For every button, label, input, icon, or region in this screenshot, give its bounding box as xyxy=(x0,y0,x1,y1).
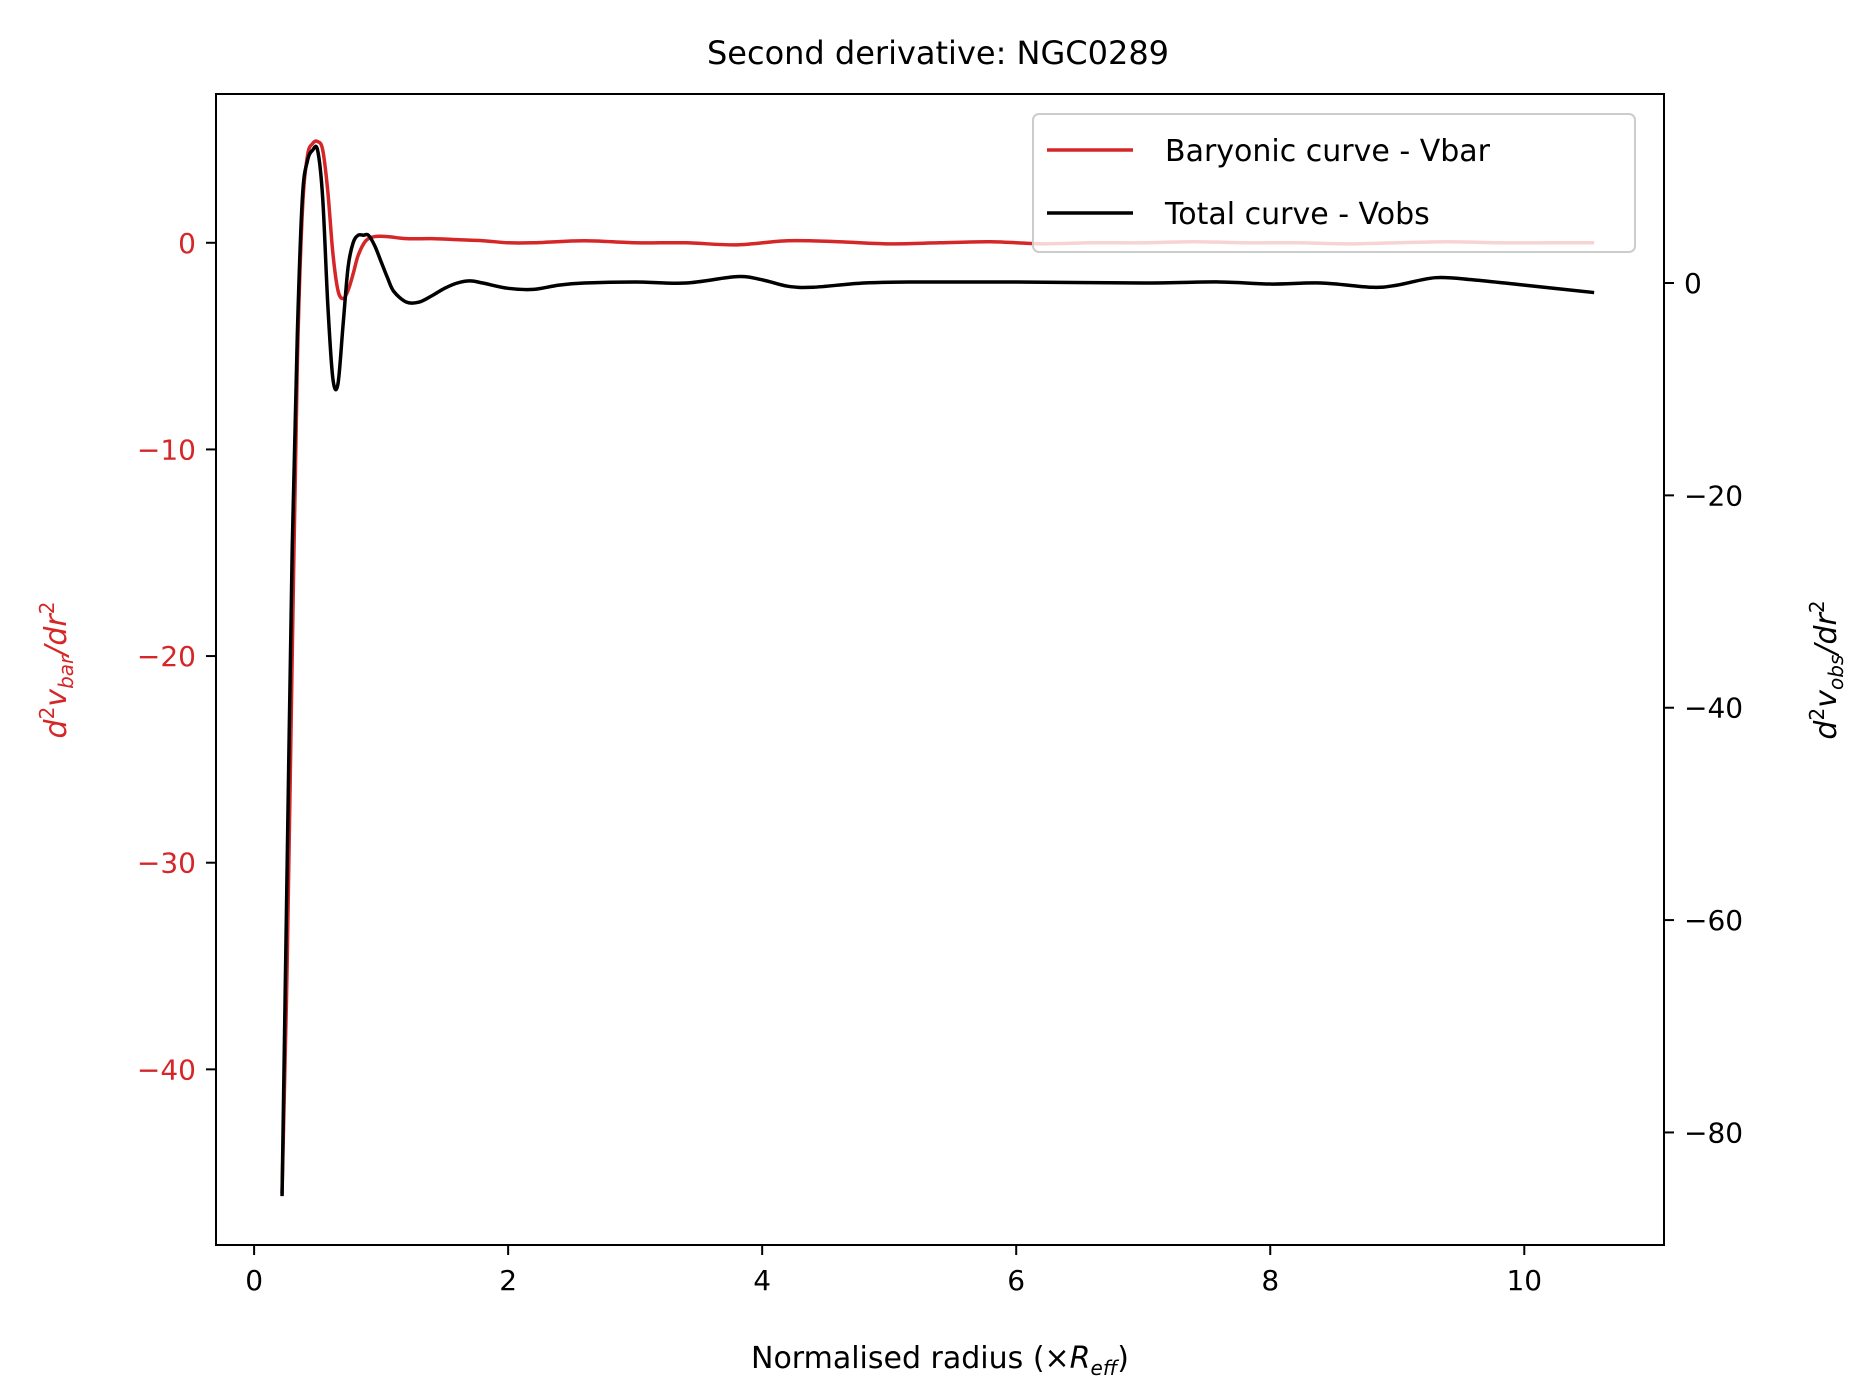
x-axis: 0 2 4 6 8 10 xyxy=(245,1245,1542,1297)
y-axis-left: 0 −10 −20 −30 −40 xyxy=(137,227,216,1086)
x-tick-label: 2 xyxy=(499,1264,517,1297)
y-right-tick-label: −20 xyxy=(1684,479,1743,512)
x-axis-label-close: ) xyxy=(1117,1341,1129,1376)
y-right-tick-label: −80 xyxy=(1684,1116,1743,1149)
y-left-label-var: v xyxy=(39,688,74,707)
legend-box xyxy=(1032,113,1636,253)
y-left-label-sup: 2 xyxy=(35,707,59,720)
plot-frame xyxy=(215,93,1665,1246)
y-axis-right: 0 −20 −40 −60 −80 xyxy=(1664,267,1743,1149)
y-left-label-post: /dr xyxy=(39,613,74,659)
y-left-label-pre: d xyxy=(39,718,74,738)
x-axis-label-var: R xyxy=(1070,1341,1091,1376)
legend-label-vbar: Baryonic curve - Vbar xyxy=(1165,134,1491,169)
chart-title: Second derivative: NGC0289 xyxy=(707,34,1169,72)
y-right-tick-label: 0 xyxy=(1684,267,1702,300)
y-left-tick-label: −40 xyxy=(137,1053,196,1086)
y-left-tick-label: −10 xyxy=(137,433,196,466)
x-tick-label: 10 xyxy=(1506,1264,1542,1297)
y-left-tick-label: 0 xyxy=(178,227,196,260)
y-right-label-sup: 2 xyxy=(1805,708,1829,721)
y-right-label-sub: obs xyxy=(1824,655,1848,690)
y-right-tick-label: −40 xyxy=(1684,692,1743,725)
x-tick-label: 4 xyxy=(753,1264,771,1297)
y-right-label-post: /dr xyxy=(1809,612,1844,658)
legend: Baryonic curve - Vbar Total curve - Vobs xyxy=(1032,113,1636,253)
x-axis-label-main: Normalised radius (× xyxy=(751,1341,1070,1376)
series-line-vobs xyxy=(280,144,1595,1197)
x-tick-label: 0 xyxy=(245,1264,263,1297)
y-right-tick-label: −60 xyxy=(1684,904,1743,937)
y-left-tick-label: −20 xyxy=(137,640,196,673)
x-axis-label-sub: eff xyxy=(1091,1356,1120,1380)
x-tick-label: 6 xyxy=(1007,1264,1025,1297)
legend-label-vobs: Total curve - Vobs xyxy=(1164,197,1430,232)
y-left-label-sup2: 2 xyxy=(35,602,59,615)
y-axis-right-label: d2vobs/dr2 xyxy=(1805,600,1848,739)
y-right-label-sup2: 2 xyxy=(1805,600,1829,613)
x-tick-label: 8 xyxy=(1261,1264,1279,1297)
y-left-tick-label: −30 xyxy=(137,847,196,880)
x-axis-label: Normalised radius (×Reff) xyxy=(751,1341,1129,1380)
y-left-label-sub: bar xyxy=(54,654,78,689)
y-right-label-pre: d xyxy=(1809,720,1844,740)
y-right-label-var: v xyxy=(1809,689,1844,708)
y-axis-left-label: d2vbar/dr2 xyxy=(35,602,78,739)
